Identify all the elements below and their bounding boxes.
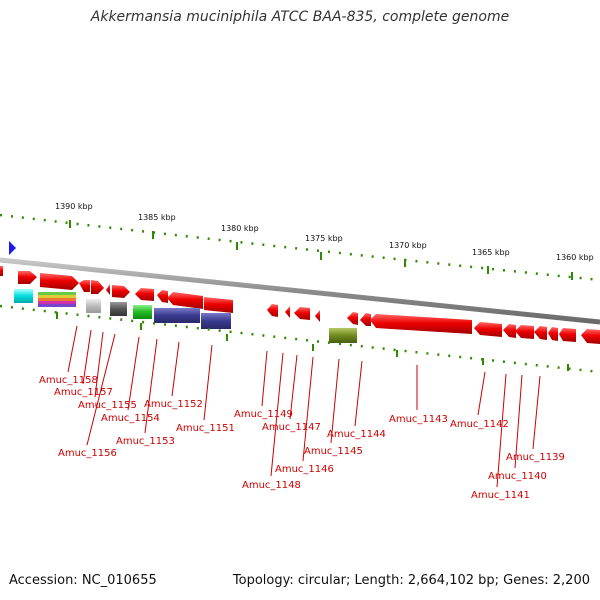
gene-arrow bbox=[285, 306, 290, 318]
ruler-label: 1385 kbp bbox=[138, 213, 176, 222]
gene-arrow bbox=[267, 304, 278, 317]
gene-arrow bbox=[315, 310, 320, 322]
feature-box-multicolor bbox=[38, 292, 76, 307]
gene-labels: Amuc_1158 Amuc_1157 Amuc_1155 Amuc_1154 … bbox=[39, 375, 565, 501]
gene-label: Amuc_1148 bbox=[242, 480, 301, 491]
gene-label: Amuc_1141 bbox=[471, 490, 530, 501]
gene-label: Amuc_1158 bbox=[39, 375, 98, 386]
label-leaders bbox=[67, 325, 541, 488]
gene-label: Amuc_1154 bbox=[101, 413, 160, 424]
feature-box bbox=[133, 305, 152, 319]
gene-arrow bbox=[515, 325, 534, 339]
gene-label: Amuc_1153 bbox=[116, 436, 175, 447]
gene-arrow bbox=[79, 280, 90, 292]
gene-arrow bbox=[0, 266, 3, 276]
gene-arrow bbox=[106, 284, 110, 295]
map-title: Akkermansia muciniphila ATCC BAA-835, co… bbox=[90, 9, 510, 25]
gene-arrow bbox=[112, 285, 130, 298]
gene-arrow bbox=[135, 288, 154, 301]
gene-arrow bbox=[157, 290, 168, 303]
gene-arrow bbox=[370, 314, 472, 334]
ruler-label: 1370 kbp bbox=[389, 241, 427, 250]
ruler-label: 1380 kbp bbox=[221, 224, 259, 233]
ruler-label: 1375 kbp bbox=[305, 234, 343, 243]
gene-label: Amuc_1149 bbox=[234, 409, 293, 420]
gene-label: Amuc_1145 bbox=[304, 446, 363, 457]
gene-label: Amuc_1146 bbox=[275, 464, 334, 475]
feature-box bbox=[201, 313, 231, 329]
gene-label: Amuc_1144 bbox=[327, 429, 386, 440]
gene-arrow bbox=[581, 329, 600, 344]
gene-arrow bbox=[204, 297, 233, 313]
ruler-upper bbox=[0, 213, 600, 282]
gene-label: Amuc_1156 bbox=[58, 448, 117, 459]
gene-arrow bbox=[534, 326, 547, 340]
gene-arrow bbox=[347, 312, 358, 325]
gene-label: Amuc_1151 bbox=[176, 423, 235, 434]
gene-label: Amuc_1139 bbox=[506, 452, 565, 463]
genome-summary-text: Topology: circular; Length: 2,664,102 bp… bbox=[232, 573, 590, 588]
gene-label: Amuc_1157 bbox=[54, 387, 113, 398]
gene-label: Amuc_1147 bbox=[262, 422, 321, 433]
gene-arrow bbox=[294, 307, 310, 320]
feature-box bbox=[86, 299, 101, 313]
gene-label: Amuc_1143 bbox=[389, 414, 448, 425]
gene-arrow bbox=[40, 273, 79, 290]
gene-arrow bbox=[360, 313, 371, 326]
feature-box bbox=[154, 308, 200, 323]
gene-label: Amuc_1142 bbox=[450, 419, 509, 430]
gene-arrow bbox=[91, 280, 104, 294]
feature-box bbox=[110, 302, 127, 316]
accession-text: Accession: NC_010655 bbox=[9, 573, 157, 588]
feature-boxes bbox=[14, 289, 357, 343]
ruler-label: 1360 kbp bbox=[556, 253, 594, 262]
gene-label: Amuc_1155 bbox=[78, 400, 137, 411]
genome-backbone bbox=[0, 257, 600, 325]
gene-arrow bbox=[503, 324, 516, 338]
position-marker-icon bbox=[9, 241, 16, 255]
ruler-label: 1365 kbp bbox=[472, 248, 510, 257]
forward-strand-genes bbox=[0, 266, 600, 344]
gene-label: Amuc_1152 bbox=[144, 399, 203, 410]
feature-box bbox=[329, 328, 357, 343]
gene-arrow bbox=[18, 271, 37, 284]
gene-arrow bbox=[167, 292, 203, 309]
gene-label: Amuc_1140 bbox=[488, 471, 547, 482]
gene-arrow bbox=[559, 328, 576, 342]
feature-box bbox=[14, 289, 33, 303]
gene-arrow bbox=[474, 322, 502, 337]
ruler-label: 1390 kbp bbox=[55, 202, 93, 211]
gene-arrow bbox=[548, 327, 558, 341]
ruler-lower bbox=[0, 304, 600, 374]
